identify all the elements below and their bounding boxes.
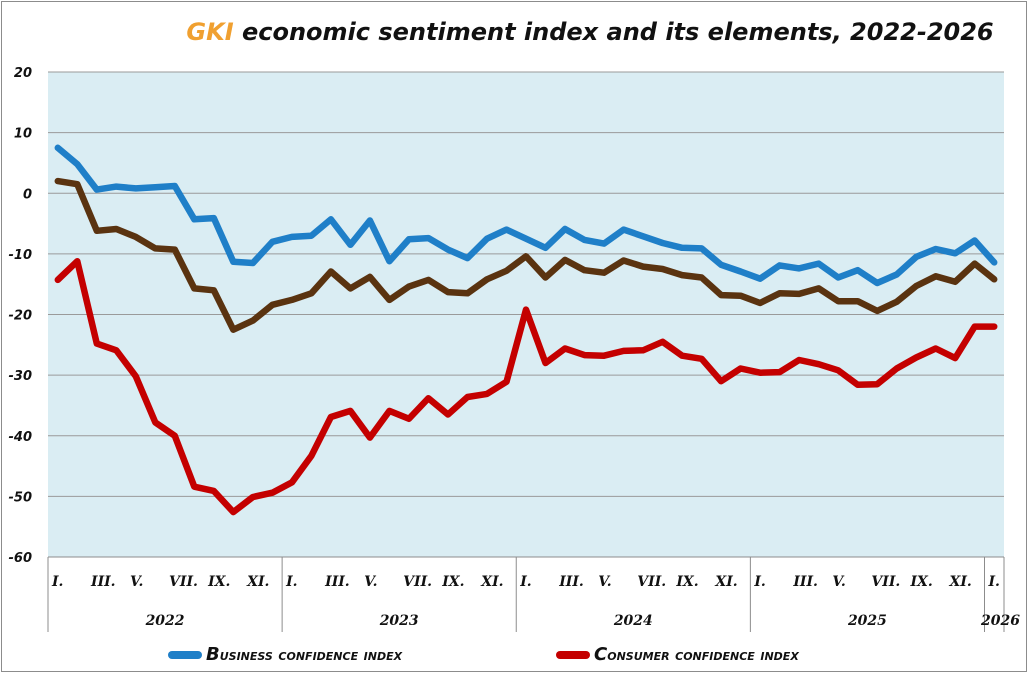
series-lines	[54, 144, 998, 516]
y-tick-label: 10	[14, 127, 32, 142]
month-tick-label: IX.	[675, 574, 698, 590]
y-tick-label: -30	[9, 369, 33, 384]
legend-label-consumer: Consumer confidence index	[594, 644, 799, 665]
month-tick-label: IX.	[207, 574, 230, 590]
month-tick-label: V.	[598, 574, 611, 590]
month-tick-label: V.	[832, 574, 845, 590]
title-text: economic sentiment index and its element…	[233, 18, 994, 46]
month-tick-label: VII.	[169, 574, 198, 590]
month-tick-label: VII.	[637, 574, 666, 590]
month-tick-label: V.	[130, 574, 143, 590]
y-tick-label: 0	[23, 187, 32, 202]
y-tick-label: -40	[9, 430, 33, 445]
y-tick-label: 20	[14, 66, 32, 81]
legend-business-initial: B	[206, 644, 220, 665]
title-brand: GKI	[186, 18, 234, 46]
y-axis: 20 10 0 -10 -20 -30 -40 -50 -60	[9, 66, 33, 566]
legend-consumer-initial: C	[594, 644, 608, 665]
year-label: 2023	[379, 613, 419, 629]
month-tick-label: XI.	[948, 574, 971, 590]
y-tick-label: -60	[9, 551, 33, 566]
month-tick-label: I.	[285, 574, 297, 590]
month-tick-label: IX.	[441, 574, 464, 590]
year-label: 2024	[613, 613, 653, 629]
month-tick-label: I.	[51, 574, 63, 590]
month-tick-label: V.	[364, 574, 377, 590]
legend-item-business: Business confidence index	[168, 644, 402, 665]
year-label: 2022	[145, 613, 185, 629]
month-tick-label: XI.	[246, 574, 269, 590]
month-tick-label: XI.	[714, 574, 737, 590]
month-tick-label: I.	[987, 574, 999, 590]
legend-swatch-business	[168, 650, 202, 659]
series-line-consumer-confidence-index	[54, 257, 998, 516]
y-tick-label: -10	[9, 248, 33, 263]
month-tick-label: I.	[753, 574, 765, 590]
legend-label-business: Business confidence index	[206, 644, 402, 665]
legend-business-rest: usiness confidence index	[219, 645, 403, 664]
y-tick-label: -50	[9, 490, 33, 505]
y-tick-label: -20	[9, 309, 33, 324]
month-tick-label: XI.	[480, 574, 503, 590]
month-tick-label: III.	[90, 574, 116, 590]
series-line-business-confidence-index	[54, 144, 998, 287]
legend-swatch-consumer	[556, 650, 590, 659]
series-line-economic-sentiment-index	[54, 177, 998, 333]
month-tick-label: III.	[324, 574, 350, 590]
month-tick-label: VII.	[403, 574, 432, 590]
month-tick-label: III.	[558, 574, 584, 590]
x-axis: I. III. V. VII. IX. XI. I. III. V. VII. IX. XI. I. II…	[47, 556, 1020, 632]
year-label: 2025	[847, 613, 887, 629]
legend-consumer-rest: onsumer confidence index	[607, 645, 799, 664]
month-tick-label: VII.	[871, 574, 900, 590]
month-tick-label: I.	[519, 574, 531, 590]
chart-title: GKI economic sentiment index and its ele…	[0, 18, 1030, 46]
legend-item-consumer: Consumer confidence index	[556, 644, 799, 665]
month-tick-label: III.	[792, 574, 818, 590]
year-label: 2026	[980, 613, 1020, 629]
month-tick-label: IX.	[909, 574, 932, 590]
legend: Business confidence index Consumer confi…	[0, 644, 1030, 672]
